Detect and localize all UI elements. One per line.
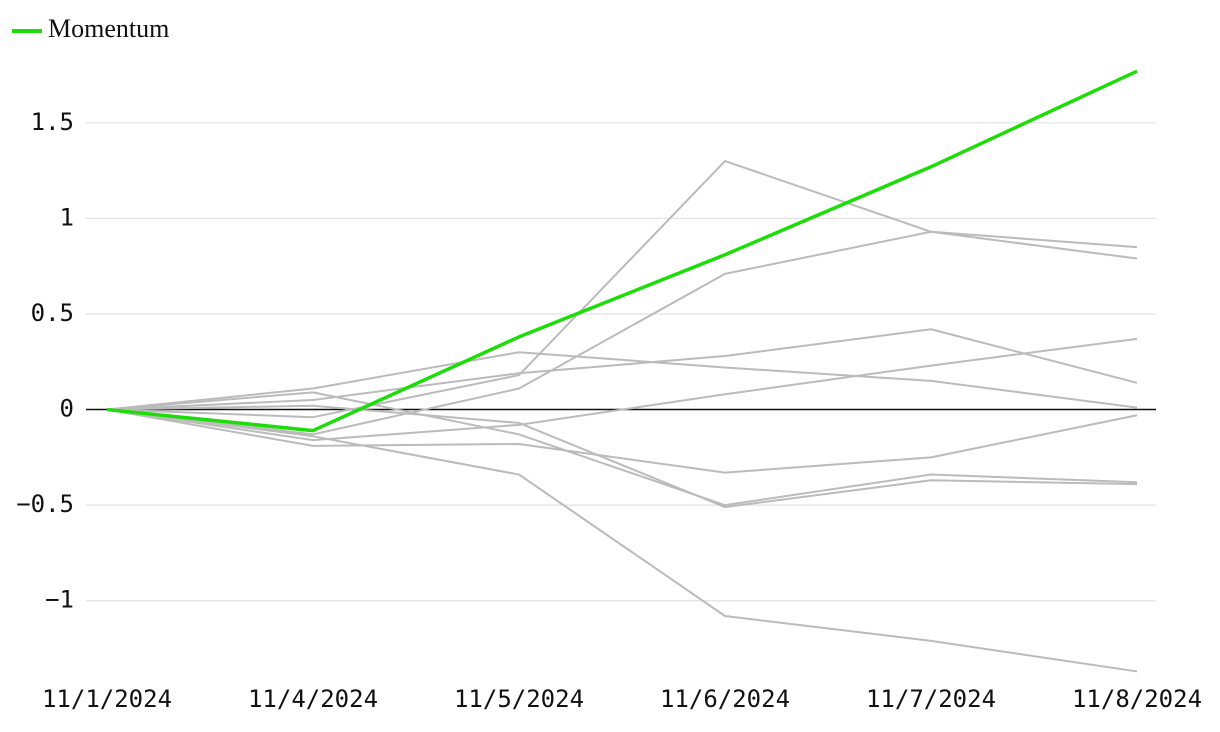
y-tick-label: 0.5 (31, 299, 74, 327)
x-tick-label: 11/1/2024 (42, 685, 172, 713)
y-tick-label: 0 (60, 395, 74, 423)
x-tick-label: 11/5/2024 (454, 685, 584, 713)
series-line (106, 404, 1138, 509)
series-line (106, 230, 1138, 436)
y-tick-label: −0.5 (16, 490, 74, 518)
x-tick-label: 11/4/2024 (248, 685, 378, 713)
y-tick-label: −1 (45, 586, 74, 614)
series-line (106, 408, 1138, 474)
series-line (106, 160, 1138, 419)
series-line (106, 351, 1138, 411)
series-line (106, 69, 1138, 433)
series-line (106, 328, 1138, 411)
x-tick-label: 11/8/2024 (1072, 685, 1202, 713)
y-tick-label: 1.5 (31, 108, 74, 136)
series-line (106, 337, 1138, 442)
y-tick-label: 1 (60, 203, 74, 231)
series-line (106, 391, 1138, 507)
legend-label: Momentum (48, 14, 169, 43)
series-line (106, 408, 1138, 673)
x-tick-label: 11/7/2024 (866, 685, 996, 713)
x-tick-label: 11/6/2024 (660, 685, 790, 713)
